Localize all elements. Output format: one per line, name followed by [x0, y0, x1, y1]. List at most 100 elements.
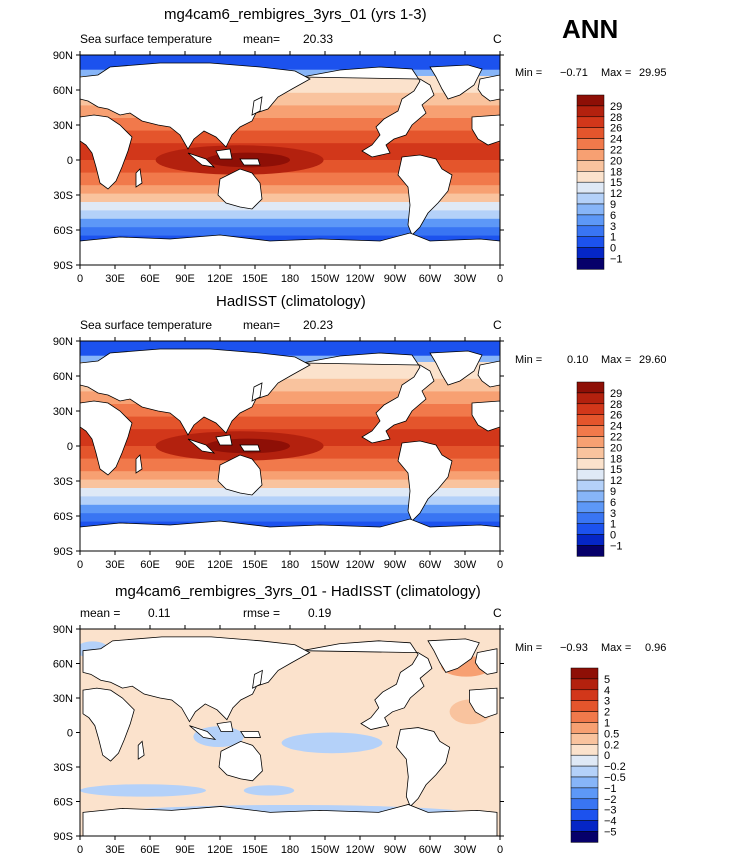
colorbar-swatch: [576, 479, 605, 492]
x-tick-label: 60W: [419, 559, 442, 571]
x-tick-label: 60E: [140, 559, 160, 571]
colorbar-label: 22: [610, 432, 622, 444]
colorbar-label: 9: [610, 486, 616, 498]
colorbar-swatch: [576, 534, 605, 546]
colorbar-swatch: [570, 787, 599, 800]
x-tick-label: 180: [281, 844, 299, 856]
bias-patch: [80, 784, 206, 797]
colorbar-label: 28: [610, 399, 622, 411]
colorbar-label: 0: [604, 750, 610, 762]
colorbar-label: −5: [604, 827, 617, 839]
y-tick-label: 90N: [53, 50, 73, 62]
x-tick-label: 30E: [105, 273, 125, 285]
colorbar-label: 18: [610, 453, 622, 465]
x-tick-label: 60E: [140, 844, 160, 856]
colorbar-swatch: [570, 700, 599, 712]
x-tick-label: 30E: [105, 844, 125, 856]
sst-band: [80, 416, 500, 431]
panel1-max-label: Max =: [601, 67, 632, 79]
sst-band: [80, 130, 500, 145]
panel1-max-value: 29.95: [639, 67, 667, 79]
colorbar-label: −1: [610, 254, 623, 266]
sst-band: [80, 513, 500, 523]
y-tick-label: 30N: [53, 406, 73, 418]
colorbar-swatch: [570, 754, 599, 767]
sst-band: [80, 193, 500, 203]
panel1-mean-label: mean=: [243, 32, 281, 46]
colorbar-label: 3: [610, 508, 616, 520]
colorbar-label: 20: [610, 442, 622, 454]
x-tick-label: 30W: [454, 844, 477, 856]
x-tick-label: 180: [281, 273, 299, 285]
y-tick-label: 60N: [53, 659, 73, 671]
x-tick-label: 180: [281, 559, 299, 571]
sst-band: [80, 227, 500, 237]
colorbar-swatch: [576, 247, 605, 259]
colorbar-swatch: [576, 381, 605, 394]
x-tick-label: 0: [77, 559, 83, 571]
x-tick-label: 0: [497, 844, 503, 856]
season-label: ANN: [562, 14, 619, 44]
y-tick-label: 30N: [53, 693, 73, 705]
sst-band: [80, 210, 500, 220]
y-tick-label: 0: [67, 441, 73, 453]
colorbar-label: 1: [604, 718, 610, 730]
panel2-max-value: 29.60: [639, 354, 667, 366]
y-tick-label: 90S: [53, 260, 73, 272]
x-tick-label: 0: [77, 844, 83, 856]
x-tick-label: 150W: [311, 559, 340, 571]
sst-band: [80, 471, 500, 481]
colorbar-swatch: [576, 236, 605, 248]
colorbar-label: 15: [610, 177, 622, 189]
sst-band: [80, 172, 500, 187]
bias-patch: [281, 732, 383, 754]
colorbar-swatch: [570, 744, 599, 756]
colorbar-label: 2: [604, 707, 610, 719]
colorbar-swatch: [570, 722, 599, 734]
sst-band: [80, 504, 500, 515]
colorbar-label: −3: [604, 805, 617, 817]
colorbar-swatch: [576, 258, 605, 270]
y-tick-label: 0: [67, 728, 73, 740]
x-tick-label: 150E: [242, 273, 268, 285]
colorbar-swatch: [570, 689, 599, 701]
x-tick-label: 60E: [140, 273, 160, 285]
y-tick-label: 60N: [53, 85, 73, 97]
panel1-min-value: −0.71: [560, 67, 588, 79]
colorbar-label: 29: [610, 101, 622, 113]
colorbar-label: 1: [610, 232, 616, 244]
y-tick-label: 30S: [53, 190, 73, 202]
colorbar-label: 26: [610, 123, 622, 135]
y-tick-label: 60S: [53, 225, 73, 237]
colorbar-label: 0: [610, 243, 616, 255]
panel3-max-label: Max =: [601, 642, 632, 654]
colorbar-swatch: [570, 776, 599, 789]
colorbar-swatch: [570, 809, 599, 821]
colorbar-swatch: [576, 447, 605, 459]
y-tick-label: 90S: [53, 546, 73, 558]
y-tick-label: 90N: [53, 336, 73, 348]
colorbar-swatch: [576, 436, 605, 448]
colorbar-swatch: [570, 678, 599, 691]
x-tick-label: 120W: [346, 844, 375, 856]
x-tick-label: 150W: [311, 273, 340, 285]
colorbar-swatch: [576, 203, 605, 216]
panel3-units: C: [493, 606, 502, 620]
colorbar-label: 6: [610, 210, 616, 222]
colorbar-label: −1: [610, 541, 623, 553]
panel3-mean-label: mean =: [80, 606, 121, 620]
colorbar-swatch: [570, 798, 599, 810]
colorbar-label: 0.5: [604, 728, 619, 740]
panel2-min-label: Min =: [515, 354, 543, 366]
sst-field: [80, 629, 500, 836]
colorbar-label: 24: [610, 134, 622, 146]
panel2-mean-label: mean=: [243, 318, 281, 332]
colorbar-label: 6: [610, 497, 616, 509]
colorbar-label: 29: [610, 388, 622, 400]
y-tick-label: 60S: [53, 511, 73, 523]
colorbar-label: 20: [610, 155, 622, 167]
colorbar-swatch: [576, 414, 605, 426]
colorbar-label: 3: [604, 696, 610, 708]
colorbar-swatch: [576, 192, 605, 205]
